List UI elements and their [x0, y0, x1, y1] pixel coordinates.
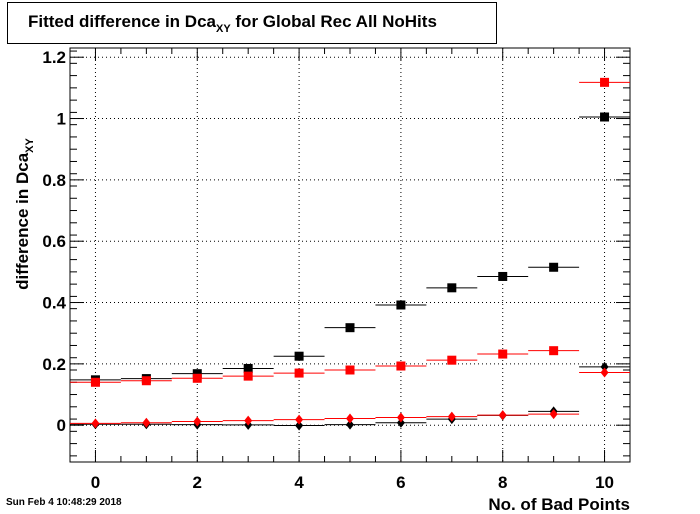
data-point-diamond: [244, 415, 253, 426]
y-tick-label: 1.2: [42, 48, 66, 67]
y-tick-label: 0.6: [42, 232, 66, 251]
x-tick-label: 6: [396, 473, 405, 492]
x-tick-labels: 0 2 4 6 8 10: [91, 473, 614, 492]
data-point-square: [600, 112, 610, 122]
data-point-diamond: [447, 411, 456, 422]
data-point-diamond: [295, 420, 304, 431]
data-point-square: [447, 355, 457, 365]
x-tick-label: 10: [595, 473, 614, 492]
data-point-square: [192, 373, 202, 383]
chart-title-rest: for Global Rec All NoHits: [230, 12, 437, 31]
x-axis-label: No. of Bad Points: [488, 495, 630, 514]
y-tick-label: 0: [57, 416, 66, 435]
y-tick-label: 1: [57, 110, 66, 129]
data-point-diamond: [346, 413, 354, 424]
x-tick-label: 0: [91, 473, 100, 492]
data-point-square: [447, 283, 457, 293]
data-point-square: [243, 363, 253, 373]
data-point-square: [549, 346, 559, 356]
data-point-diamond: [142, 417, 151, 428]
data-point-square: [345, 323, 355, 333]
data-point-diamond: [600, 361, 609, 372]
data-point-square: [294, 351, 304, 361]
y-tick-label: 0.4: [42, 294, 66, 313]
data-marks: [70, 77, 630, 431]
data-point-diamond: [600, 367, 609, 378]
x-tick-label: 8: [498, 473, 507, 492]
data-point-diamond: [91, 418, 100, 429]
data-point-diamond: [396, 412, 405, 423]
data-point-diamond: [498, 410, 507, 421]
data-point-square: [600, 77, 610, 87]
grid-lines: [70, 48, 630, 462]
data-point-square: [498, 349, 508, 359]
axes: [69, 47, 631, 463]
y-axis-label-sub: XY: [24, 138, 36, 153]
data-point-diamond: [193, 416, 202, 427]
data-point-square: [192, 369, 202, 379]
data-point-square: [294, 368, 304, 378]
data-point-square: [90, 377, 100, 387]
data-point-square: [243, 371, 253, 381]
x-tick-label: 2: [193, 473, 202, 492]
chart-title-main: Fitted difference in Dca: [28, 12, 216, 31]
data-point-diamond: [346, 419, 354, 430]
y-tick-labels: 0 0.2 0.4 0.6 0.8 1 1.2: [42, 48, 66, 435]
plot-frame: [69, 47, 631, 463]
y-tick-label: 0.8: [42, 171, 66, 190]
data-point-square: [396, 361, 406, 371]
chart-title: Fitted difference in DcaXY for Global Re…: [7, 2, 497, 44]
y-tick-label: 0.2: [42, 355, 66, 374]
x-tick-label: 4: [294, 473, 304, 492]
timestamp: Sun Feb 4 10:48:29 2018: [6, 497, 122, 508]
data-point-diamond: [295, 414, 304, 425]
y-axis-label: difference in DcaXY: [13, 138, 36, 290]
data-point-diamond: [549, 409, 558, 420]
chart-title-sub: XY: [215, 23, 231, 35]
data-point-diamond: [396, 417, 405, 428]
data-point-square: [141, 376, 151, 386]
data-point-square: [549, 262, 559, 272]
y-axis-label-main: difference in Dca: [13, 152, 32, 290]
data-point-square: [498, 271, 508, 281]
data-point-square: [345, 365, 355, 375]
data-point-square: [396, 300, 406, 310]
